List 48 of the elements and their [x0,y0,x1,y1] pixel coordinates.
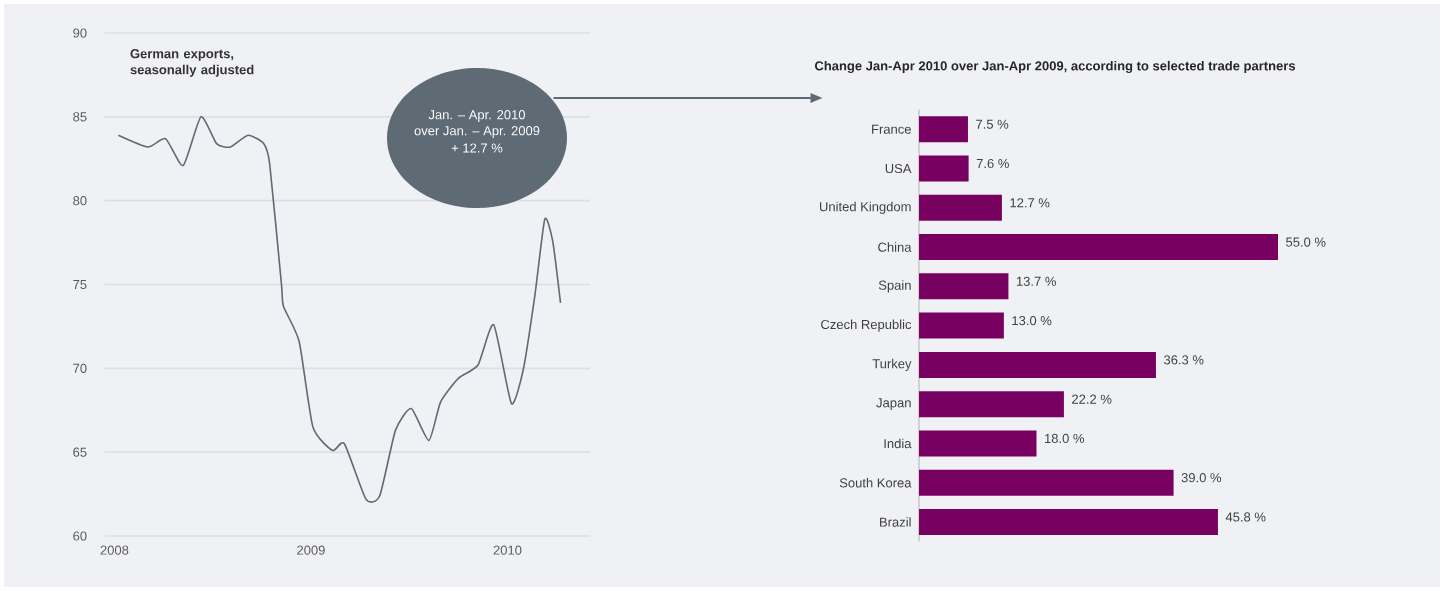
data-label: 39.0 % [1181,473,1222,483]
data-label: 7.5 % [976,119,1009,129]
y-tick-label: United Kingdom [819,201,911,214]
chart-title: Change Jan-Apr 2010 over Jan-Apr 2009, according to selected trade partners [814,60,1296,74]
annotation: Jan. – Apr. 2010 [428,110,526,122]
data-label: 22.2 % [1072,394,1112,404]
y-tick-label: 90 [73,28,87,38]
bar [919,194,1002,221]
data-label: 13.0 % [1012,316,1052,326]
bar [919,234,1279,261]
data-label: 36.3 % [1163,355,1204,365]
bar [919,508,1218,535]
y-tick-label: 65 [73,447,87,457]
x-tick-label: 2010 [493,545,522,555]
y-tick-label: Spain [878,280,911,293]
y-tick-label: Czech Republic [821,319,912,332]
x-tick-label: 2009 [297,545,325,555]
bar [919,273,1009,300]
data-label: 13.7 % [1016,276,1056,286]
bar [919,155,969,182]
y-tick-label: 70 [73,363,87,373]
y-tick-label: China [878,242,912,252]
y-tick-label: 85 [73,112,87,122]
data-label: 45.8 % [1225,512,1266,522]
bar [919,430,1037,457]
y-tick-label: 75 [73,279,87,290]
bar [919,312,1004,339]
x-tick-label: 2008 [100,545,129,555]
y-tick-label: India [884,438,912,449]
y-tick-label: Brazil [880,517,911,527]
data-label: 55.0 % [1286,237,1326,247]
annotation: + 12.7 % [451,143,503,153]
data-label: 12.7 % [1010,198,1050,208]
bar [919,391,1064,418]
data-label: 18.0 % [1045,433,1085,444]
data-label: 7.6 % [976,158,1009,169]
y-tick-label: 80 [73,196,87,206]
y-tick-label: Japan [876,398,911,410]
bar [919,469,1174,496]
annotation: over Jan. – Apr. 2009 [414,126,540,138]
y-tick-label: Turkey [872,358,912,371]
y-tick-label: France [872,124,911,134]
bar [919,351,1156,378]
text: German exports, seasonally adjusted [130,49,254,77]
y-tick-label: South Korea [839,477,912,488]
bar [919,116,968,143]
y-tick-label: 60 [73,531,87,541]
y-tick-label: USA [885,163,912,174]
